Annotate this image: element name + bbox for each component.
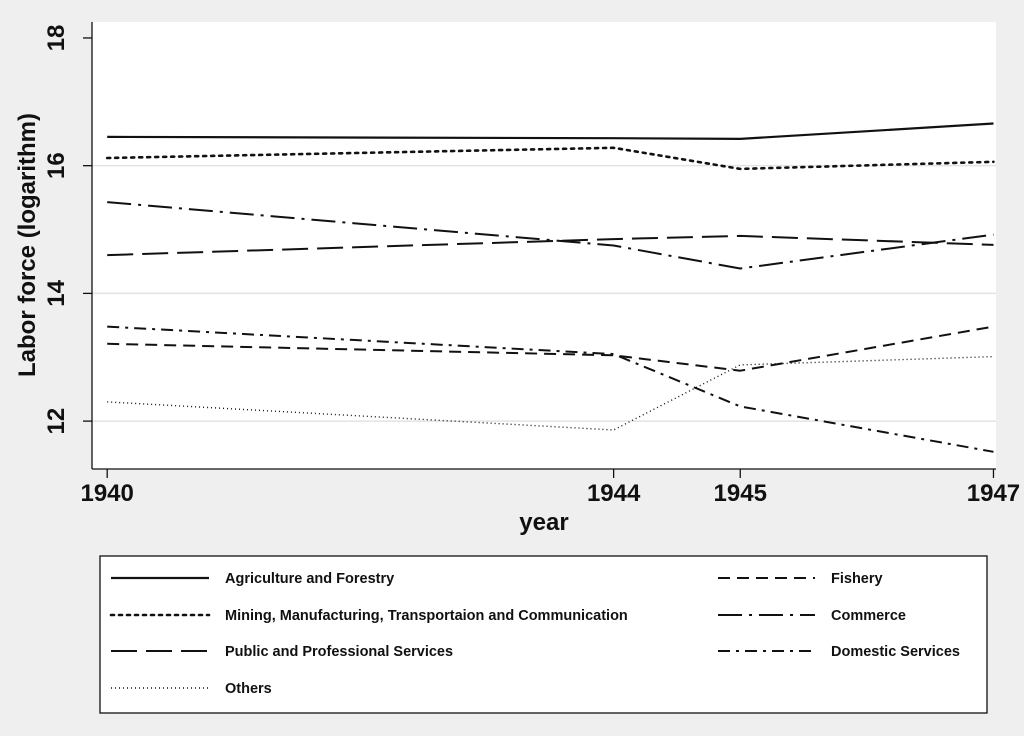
x-tick-label: 1947 [967,480,1020,507]
legend-label: Fishery [831,571,883,587]
x-ticks: 1940 1944 1945 1947 [80,469,1020,507]
series-line [107,122,994,140]
series-line [105,146,995,171]
series-lines [105,122,995,453]
y-tick-label: 18 [43,25,70,52]
y-tick-label: 14 [43,279,70,306]
x-tick-label: 1940 [80,480,133,507]
series-line [107,325,994,453]
legend-label: Public and Professional Services [225,644,453,660]
series-line [107,234,994,257]
series-line [107,355,994,431]
legend-label: Domestic Services [831,644,960,660]
x-tick-label: 1944 [587,480,641,507]
y-tick-label: 12 [43,408,70,435]
x-axis-title: year [519,509,568,536]
legend: Agriculture and Forestry Fishery Mining, M… [109,571,960,697]
legend-label: Commerce [831,608,906,624]
y-axis-title: Labor force (logarithm) [14,113,41,377]
legend-label: Agriculture and Forestry [225,571,394,587]
legend-label: Mining, Manufacturing, Transportaion and… [225,608,628,624]
x-tick-label: 1945 [714,480,767,507]
y-ticks: 12 14 16 18 [43,25,92,435]
plot-area [92,22,996,469]
series-line [107,201,994,270]
y-tick-label: 16 [43,152,70,179]
series-line [107,325,994,372]
legend-label: Others [225,681,272,697]
legend-box [99,555,988,714]
